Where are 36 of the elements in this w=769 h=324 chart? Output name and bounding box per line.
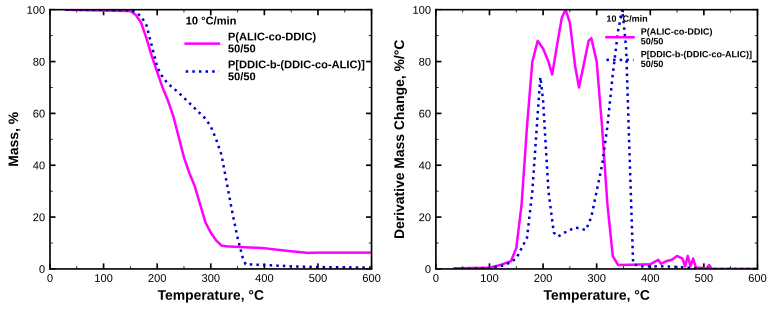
x-tick-label: 200 (534, 274, 552, 282)
y-tick-label: 100 (27, 6, 45, 14)
y-tick-label: 20 (33, 213, 45, 222)
y-tick-label: 60 (33, 110, 45, 118)
legend-label: P[DDIC-b-(DDIC-co-ALIC)] 50/50 (228, 60, 364, 80)
x-tick-label: 600 (748, 274, 766, 282)
y-tick-label: 20 (419, 213, 431, 222)
x-tick-label: 0 (47, 274, 53, 282)
legend-label: P(ALIC-co-DDIC) 50/50 (228, 32, 316, 53)
x-tick-label: 500 (695, 274, 713, 282)
y-tick-label: 40 (418, 162, 431, 170)
x-tick-label: 500 (309, 274, 327, 282)
y-tick-label: 80 (33, 58, 45, 66)
x-tick-label: 100 (481, 274, 498, 282)
y-axis-title: Derivative Mass Change, %/°C (394, 40, 407, 238)
legend-label: P[DDIC-b-(DDIC-co-ALIC)] 50/50 (641, 50, 752, 68)
y-tick-label: 0 (425, 265, 431, 274)
y-tick-label: 100 (413, 6, 431, 14)
y-tick-label: 0 (39, 265, 45, 274)
y-tick-label: 80 (419, 58, 431, 66)
x-tick-label: 300 (202, 274, 220, 282)
x-tick-label: 200 (148, 274, 166, 282)
x-tick-label: 0 (433, 274, 439, 282)
x-tick-label: 400 (255, 274, 274, 282)
y-tick-label: 40 (33, 162, 45, 170)
x-axis-title: Temperature, °C (544, 290, 650, 303)
y-axis-title: Mass, % (8, 112, 20, 166)
legend-label: P(ALIC-co-DDIC) 50/50 (641, 28, 712, 45)
x-tick-label: 100 (95, 274, 112, 282)
y-tick-label: 60 (419, 110, 431, 118)
x-tick-label: 600 (362, 274, 380, 282)
legend-title: 10 °C/min (186, 16, 236, 25)
legend-title: 10 °C/min (606, 15, 648, 22)
x-tick-label: 300 (588, 274, 606, 282)
x-tick-label: 400 (641, 274, 660, 282)
x-axis-title: Temperature, °C (158, 290, 264, 303)
